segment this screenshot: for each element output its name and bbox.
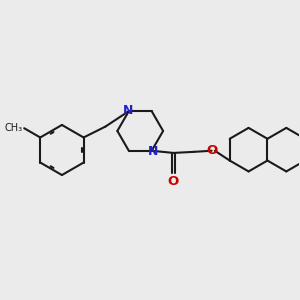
Text: CH₃: CH₃ — [5, 123, 23, 133]
Text: O: O — [206, 144, 218, 157]
Text: N: N — [122, 103, 133, 117]
Text: N: N — [148, 145, 158, 158]
Text: O: O — [168, 175, 179, 188]
